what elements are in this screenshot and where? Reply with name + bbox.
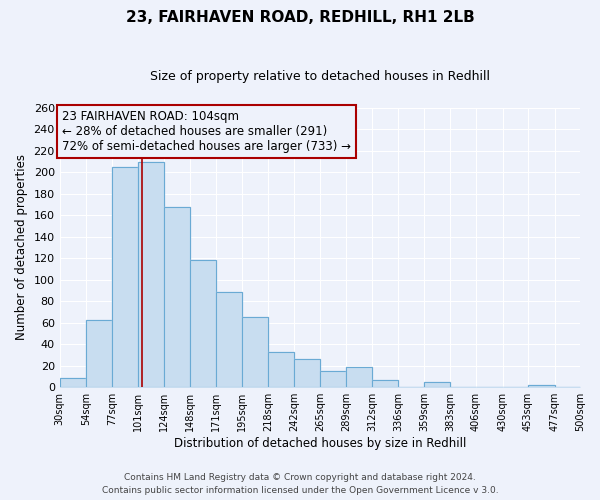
Text: 23 FAIRHAVEN ROAD: 104sqm
← 28% of detached houses are smaller (291)
72% of semi: 23 FAIRHAVEN ROAD: 104sqm ← 28% of detac… [62, 110, 351, 153]
Bar [346, 367, 372, 387]
Title: Size of property relative to detached houses in Redhill: Size of property relative to detached ho… [150, 70, 490, 83]
Bar [112, 167, 138, 387]
Bar [320, 371, 346, 387]
Bar [528, 385, 554, 387]
Bar [242, 318, 268, 387]
Bar [59, 378, 86, 387]
Bar [138, 162, 164, 387]
Bar [424, 382, 451, 387]
Bar [164, 206, 190, 387]
Bar [268, 352, 295, 387]
Bar [216, 292, 242, 387]
Bar [372, 380, 398, 387]
X-axis label: Distribution of detached houses by size in Redhill: Distribution of detached houses by size … [173, 437, 466, 450]
Text: Contains HM Land Registry data © Crown copyright and database right 2024.
Contai: Contains HM Land Registry data © Crown c… [101, 474, 499, 495]
Y-axis label: Number of detached properties: Number of detached properties [15, 154, 28, 340]
Bar [86, 320, 112, 387]
Bar [295, 360, 320, 387]
Text: 23, FAIRHAVEN ROAD, REDHILL, RH1 2LB: 23, FAIRHAVEN ROAD, REDHILL, RH1 2LB [125, 10, 475, 25]
Bar [190, 260, 216, 387]
